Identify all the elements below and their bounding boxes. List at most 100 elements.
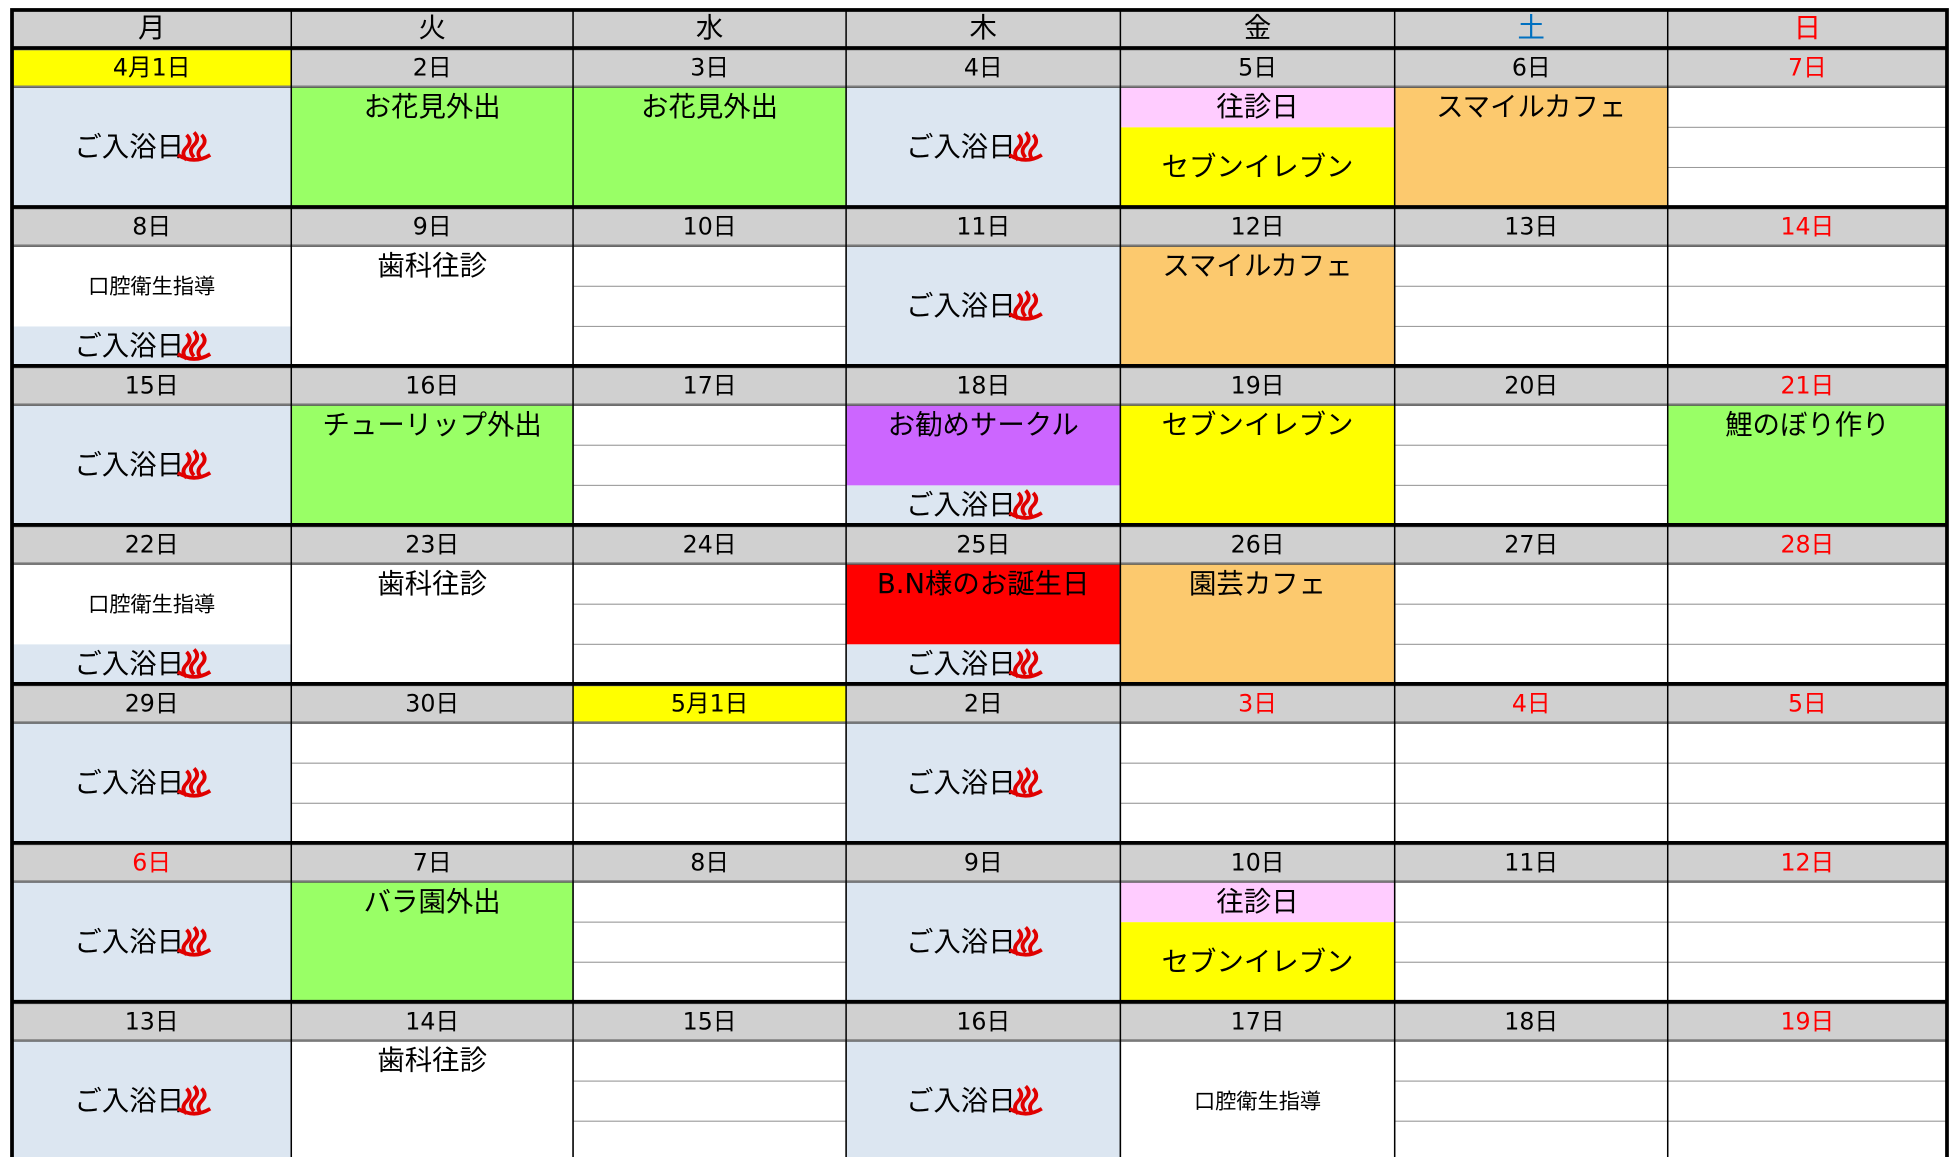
- bath-icon: [176, 449, 212, 480]
- event-bg: [12, 644, 292, 685]
- empty-slot: [1667, 1120, 1948, 1157]
- empty-slot: [572, 1040, 847, 1082]
- bath-icon: [1008, 131, 1043, 162]
- date: 11日: [956, 213, 1010, 241]
- empty-slot: [1667, 86, 1948, 128]
- event-text: セブンイレブン: [1162, 947, 1354, 978]
- empty-slot: [572, 444, 847, 486]
- event-text: ご入浴日: [74, 649, 184, 680]
- date: 7日: [1788, 54, 1827, 82]
- date: 4日: [1512, 690, 1551, 718]
- event-text: スマイルカフェ: [1162, 251, 1352, 282]
- date: 26日: [1231, 531, 1285, 559]
- date: 28日: [1780, 531, 1834, 559]
- date-bg: [290, 526, 574, 564]
- empty-slot: [1394, 444, 1669, 486]
- empty-slot: [572, 643, 847, 685]
- empty-slot: [1119, 762, 1396, 804]
- date-bg: [1119, 49, 1396, 87]
- event-bg: [1394, 87, 1668, 208]
- date: 13日: [1504, 213, 1558, 241]
- bath-icon: [176, 1084, 212, 1116]
- event-text: ご入浴日: [74, 768, 184, 799]
- date: 5日: [1788, 690, 1827, 718]
- event-text: スマイルカフェ: [1436, 92, 1626, 123]
- date-bg: [1394, 49, 1669, 87]
- weekday: 金: [1244, 13, 1271, 44]
- date: 14日: [405, 1007, 459, 1035]
- date-bg: [845, 367, 1121, 405]
- date: 11日: [1504, 849, 1558, 877]
- event-text: ご入浴日: [906, 768, 1016, 799]
- event-bg: [846, 87, 1121, 208]
- event-text: B.N様のお誕生日: [877, 569, 1089, 600]
- event-bg: [846, 882, 1121, 1003]
- empty-slot: [1667, 166, 1948, 209]
- date-bg: [1394, 526, 1669, 564]
- date-bg: [845, 526, 1121, 564]
- event-text: ご入浴日: [74, 331, 184, 362]
- date: 6日: [1512, 54, 1551, 82]
- event-bg: [573, 87, 847, 208]
- date: 8日: [690, 849, 729, 877]
- empty-slot: [1667, 126, 1948, 168]
- empty-slot: [572, 603, 847, 645]
- event-text: セブンイレブン: [1162, 152, 1354, 183]
- event-bg: [12, 87, 292, 208]
- date-bg: [1667, 685, 1948, 723]
- event-bg: [12, 246, 292, 327]
- event-text: お花見外出: [364, 92, 501, 123]
- event-bg: [291, 1041, 574, 1157]
- date: 17日: [683, 372, 737, 400]
- date-bg: [290, 685, 574, 723]
- date-bg: [1394, 208, 1669, 246]
- event-bg: [291, 246, 574, 367]
- bath-icon: [176, 330, 212, 361]
- date: 9日: [413, 213, 452, 241]
- date: 12日: [1780, 849, 1834, 877]
- empty-slot: [290, 722, 574, 764]
- empty-slot: [1394, 1120, 1669, 1157]
- event-text: ご入浴日: [906, 132, 1016, 163]
- event-bg: [1120, 1041, 1395, 1157]
- event-bg: [12, 1041, 292, 1157]
- date: 2日: [413, 54, 452, 82]
- date: 10日: [1231, 849, 1285, 877]
- event-bg: [291, 564, 574, 685]
- weekday: 土: [1517, 13, 1544, 44]
- date: 29日: [125, 690, 179, 718]
- event-text: 往診日: [1216, 887, 1298, 918]
- event-bg: [846, 405, 1121, 486]
- date: 10日: [683, 213, 737, 241]
- empty-slot: [1667, 921, 1948, 963]
- bath-icon: [1008, 1084, 1043, 1116]
- empty-slot: [572, 325, 847, 368]
- date: 12日: [1231, 213, 1285, 241]
- event-bg: [846, 485, 1121, 526]
- date-bg: [845, 208, 1121, 246]
- event-text: ご入浴日: [74, 450, 184, 481]
- empty-slot: [572, 285, 847, 327]
- date-bg: [11, 1003, 292, 1041]
- date-bg: [1119, 526, 1396, 564]
- empty-slot: [572, 484, 847, 527]
- empty-slot: [1667, 881, 1948, 923]
- event-text: セブンイレブン: [1162, 410, 1354, 441]
- event-bg: [1120, 882, 1395, 923]
- weekday: 火: [418, 13, 445, 44]
- date: 27日: [1504, 531, 1558, 559]
- date: 5日: [1238, 54, 1277, 82]
- date: 7日: [413, 849, 452, 877]
- event-text: お花見外出: [641, 92, 778, 123]
- event-bg: [846, 723, 1121, 844]
- date: 18日: [956, 372, 1010, 400]
- event-bg: [291, 87, 574, 208]
- date: 16日: [956, 1007, 1010, 1035]
- bath-icon: [1008, 489, 1043, 520]
- event-bg: [1120, 87, 1395, 128]
- event-text: チューリップ外出: [323, 410, 542, 441]
- empty-slot: [1394, 802, 1669, 844]
- date: 3日: [690, 54, 729, 82]
- date-bg: [1119, 685, 1396, 723]
- empty-slot: [572, 563, 847, 605]
